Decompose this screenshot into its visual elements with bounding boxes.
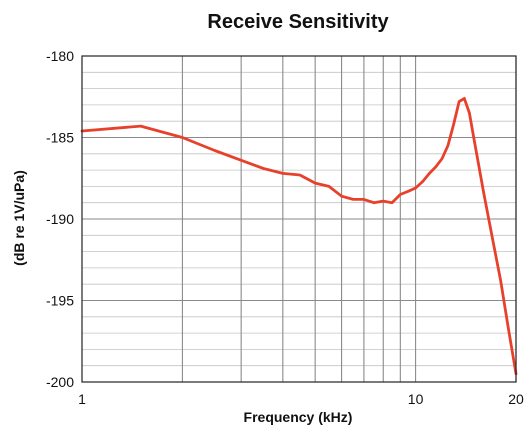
grid-layer [82,55,517,383]
x-tick-label: 20 [508,391,524,407]
y-axis-label: (dB re 1V/uPa) [11,170,27,266]
y-tick-label: -180 [46,48,74,64]
y-tick-label: -190 [46,211,74,227]
x-tick-label: 1 [78,391,86,407]
y-tick-label: -195 [46,293,74,309]
x-axis-label: Frequency (kHz) [244,409,353,425]
x-tick-label: 10 [408,391,424,407]
series-line [80,97,518,376]
series-layer [80,97,518,376]
plot-frame [81,55,517,383]
chart-title: Receive Sensitivity [207,11,389,33]
y-tick-label: -185 [46,130,74,146]
y-tick-label: -200 [46,374,74,390]
